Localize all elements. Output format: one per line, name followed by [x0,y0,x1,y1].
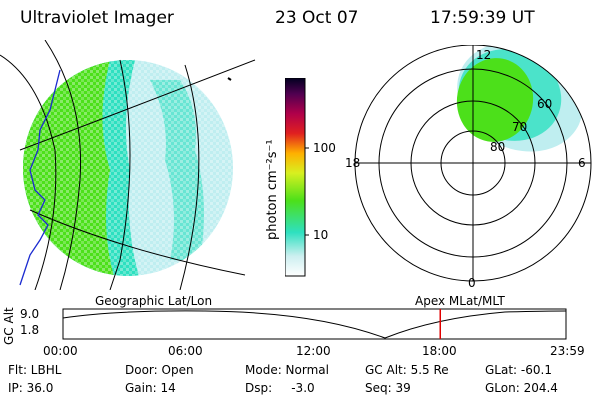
mlt-label-18: 18 [345,156,361,170]
instrument-title: Ultraviolet Imager [20,8,174,28]
mlat-label-70: 70 [512,120,528,134]
timeline-xtick-0000: 00:00 [43,344,78,358]
polar-plot [354,45,592,282]
timeline-xtick-1200: 12:00 [296,344,331,358]
orbit-altitude-timeline [62,308,567,340]
timeline-ylabel: GC Alt [2,307,16,345]
colorbar [285,78,309,277]
gain-info: Gain: 14 [125,381,176,395]
date-label: 23 Oct 07 [275,8,359,28]
gcalt-info: GC Alt: 5.5 Re [365,363,449,377]
flt-info: Flt: LBHL [8,363,62,377]
time-label: 17:59:39 UT [430,8,535,28]
geographic-image [0,40,256,290]
colorbar-tick-10: 10 [313,228,329,242]
timeline-xtick-1800: 18:00 [422,344,457,358]
colorbar-tick-100: 100 [313,141,336,155]
timeline-right-title: Apex MLat/MLT [415,294,505,308]
timeline-ytick-9: 9.0 [20,307,40,321]
door-info: Door: Open [125,363,194,377]
mlt-label-0: 0 [468,276,476,290]
timeline-xtick-2359: 23:59 [550,344,585,358]
geo-grid [0,40,256,290]
timeline-left-title: Geographic Lat/Lon [95,294,213,308]
coastline [19,69,61,286]
ip-info: IP: 36.0 [8,381,54,395]
glat-info: GLat: -60.1 [485,363,552,377]
mlat-label-60: 60 [537,97,553,111]
dsp-info: Dsp: -3.0 [245,381,315,395]
altitude-curve [62,310,567,339]
mlat-label-80: 80 [490,140,506,154]
glon-info: GLon: 204.4 [485,381,558,395]
mode-info: Mode: Normal [245,363,329,377]
timeline-ytick-1: 1.8 [20,323,40,337]
mlt-label-6: 6 [578,156,586,170]
map-dot [227,77,232,81]
polar-grid [354,45,592,282]
timeline-xtick-0600: 06:00 [168,344,203,358]
colorbar-label: photon cm⁻²s⁻¹ [265,139,280,240]
mlt-label-12: 12 [476,48,492,62]
seq-info: Seq: 39 [365,381,411,395]
